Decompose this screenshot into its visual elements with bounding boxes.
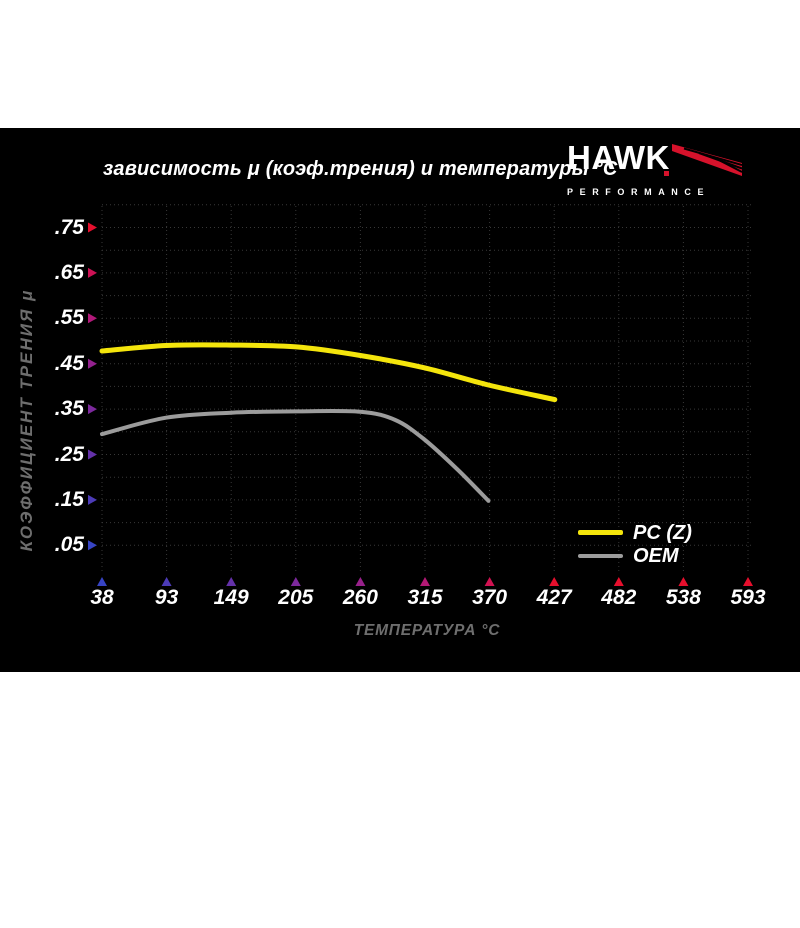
x-tick-label: 315 <box>407 586 443 609</box>
hawk-logo-text: HAWK <box>567 139 670 176</box>
series-line-oem <box>100 408 491 503</box>
y-tick-arrow-icon <box>88 267 97 278</box>
y-tick-arrow-icon <box>88 313 97 324</box>
x-tick-arrow-icon <box>226 577 237 586</box>
y-tick-label: .55 <box>54 306 84 330</box>
y-tick-label: .05 <box>54 533 84 557</box>
x-tick-arrow-icon <box>290 577 301 586</box>
x-tick-arrow-icon <box>420 577 430 586</box>
y-tick-label: .25 <box>54 442 84 466</box>
y-tick-arrow-icon <box>88 404 97 415</box>
y-tick-arrow-icon <box>88 449 97 460</box>
plot-svg <box>88 204 753 586</box>
legend-swatch-oem <box>578 554 623 558</box>
y-tick-label: .45 <box>54 351 84 375</box>
x-tick-arrow-icon <box>549 577 560 586</box>
x-tick-arrow-icon <box>161 577 172 586</box>
page-root: { "chart": { "title": "зависимость μ (ко… <box>0 128 800 928</box>
x-tick-label: 593 <box>730 586 766 609</box>
legend-label-oem: OEM <box>633 545 679 567</box>
y-tick-arrow-icon <box>88 222 97 233</box>
chart-title: зависимость μ (коэф.трения) и температур… <box>103 158 618 180</box>
chart-band: зависимость μ (коэф.трения) и температур… <box>0 128 800 672</box>
y-tick-label: .35 <box>54 397 84 421</box>
hawk-flag-icon <box>671 142 743 183</box>
legend-swatch-pc-z <box>578 530 623 535</box>
hawk-logo-dot-icon <box>664 171 669 176</box>
y-tick-label: .15 <box>54 487 84 511</box>
hawk-logo-row: HAWK <box>567 139 743 183</box>
x-tick-label: 149 <box>213 586 249 609</box>
x-tick-arrow-icon <box>355 577 366 586</box>
y-tick-arrow-icon <box>88 358 97 369</box>
x-tick-label: 205 <box>278 586 314 609</box>
y-tick-label: .65 <box>54 260 84 284</box>
x-tick-arrow-icon <box>97 577 107 586</box>
y-tick-label: .75 <box>54 215 84 239</box>
x-tick-label: 538 <box>665 586 701 609</box>
x-tick-label: 427 <box>536 586 572 609</box>
x-tick-label: 260 <box>342 586 378 609</box>
hawk-performance-text: PERFORMANCE <box>567 187 711 197</box>
y-tick-arrow-icon <box>88 540 97 551</box>
hawk-logo: HAWK PERFORMANCE <box>567 139 743 201</box>
x-axis-title: ТЕМПЕРАТУРА °C <box>353 622 501 639</box>
x-tick-label: 370 <box>472 586 508 609</box>
series-line-pc-z <box>99 342 558 403</box>
y-tick-arrow-icon <box>88 494 97 505</box>
x-tick-label: 482 <box>601 586 637 609</box>
x-tick-label: 93 <box>154 586 179 609</box>
x-tick-arrow-icon <box>484 577 495 586</box>
x-tick-arrow-icon <box>613 577 624 586</box>
x-tick-arrow-icon <box>678 577 689 586</box>
x-tick-label: 38 <box>90 586 114 609</box>
legend-label-pc-z: PC (Z) <box>633 522 692 544</box>
x-tick-arrow-icon <box>743 577 753 586</box>
